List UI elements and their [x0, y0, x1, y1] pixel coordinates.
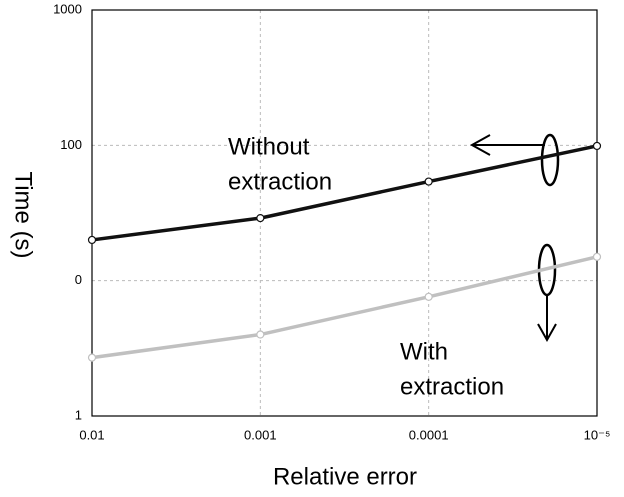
x-axis-label: Relative error: [273, 463, 417, 490]
callouts: [469, 133, 560, 343]
y-tick-label: 100: [60, 137, 82, 152]
point: [592, 252, 602, 261]
point: [256, 213, 265, 223]
callout-ellipse: [540, 133, 560, 187]
x-tick-label: 0.01: [79, 427, 104, 442]
point: [592, 141, 602, 151]
series-line: [91, 255, 598, 360]
y-axis-label: Time (s): [10, 171, 37, 258]
annotation: Without: [228, 133, 310, 160]
point: [256, 330, 265, 339]
point: [87, 235, 97, 245]
y-tick-label: 1: [75, 407, 82, 422]
point: [424, 177, 433, 186]
annotation: extraction: [400, 373, 504, 400]
x-tick-label: 0.0001: [409, 427, 449, 442]
point: [87, 353, 97, 362]
arrow-head: [537, 323, 557, 343]
plot-frame: [91, 9, 598, 417]
x-tick-label: 0.001: [244, 427, 277, 442]
arrow-head: [469, 134, 491, 156]
y-tick-label: 1000: [53, 1, 82, 16]
point: [424, 292, 433, 301]
series-line: [91, 144, 598, 242]
annotation: With: [400, 338, 448, 365]
x-tick-label: 10⁻⁵: [584, 427, 611, 442]
annotation: extraction: [228, 168, 332, 195]
y-tick-label: 0: [75, 272, 82, 287]
